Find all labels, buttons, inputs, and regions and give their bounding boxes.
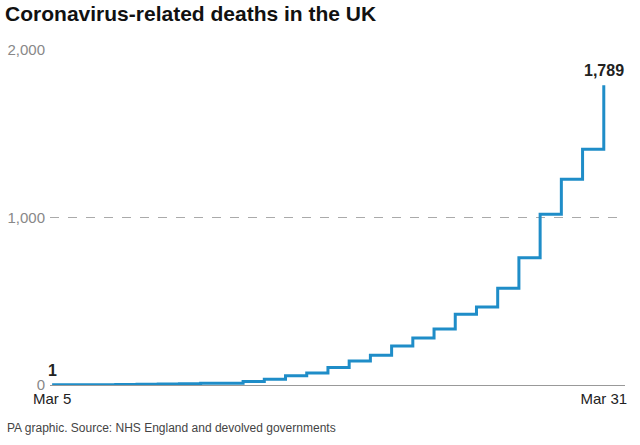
svg-text:Mar 31: Mar 31 (580, 390, 627, 407)
svg-text:1,789: 1,789 (584, 62, 624, 79)
svg-text:2,000: 2,000 (7, 41, 45, 58)
svg-text:Coronavirus-related deaths in: Coronavirus-related deaths in the UK (5, 2, 376, 25)
svg-text:Mar 5: Mar 5 (33, 390, 71, 407)
svg-text:0: 0 (37, 376, 45, 393)
svg-text:1,000: 1,000 (7, 209, 45, 226)
svg-text:1: 1 (48, 362, 57, 379)
svg-text:PA graphic. Source: NHS Englan: PA graphic. Source: NHS England and devo… (7, 421, 336, 435)
